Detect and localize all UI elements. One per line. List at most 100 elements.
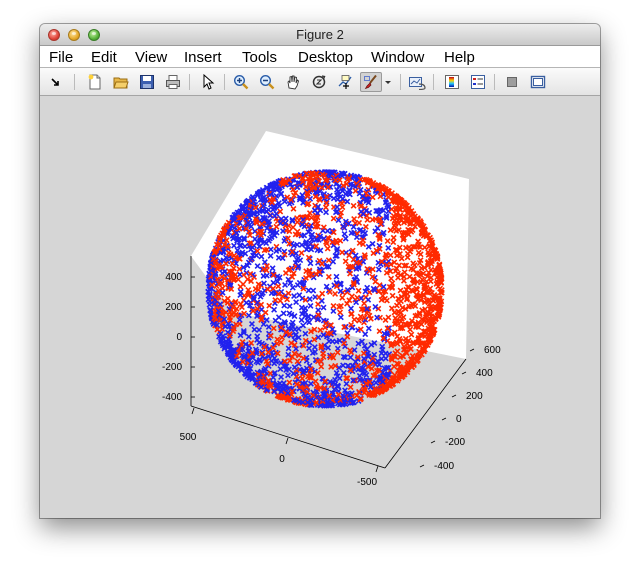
scatter-point-blue [323,198,330,205]
brush-button[interactable] [360,72,382,92]
data-cursor-button[interactable] [335,72,355,92]
scatter-point-red [224,243,231,250]
scatter-point-red [383,297,390,304]
dock-button[interactable] [46,72,66,92]
scatter-point-blue [350,223,357,230]
scatter-point-red [317,384,324,391]
zoom-in-button[interactable] [231,72,251,92]
scatter-point-blue [271,205,278,212]
scatter-point-blue [271,388,278,395]
scatter-point-red [328,363,335,370]
menu-file[interactable]: File [49,49,74,66]
y-tick-label-mark [430,440,436,444]
scatter-point-red [406,244,412,251]
save-figure-button[interactable] [137,72,157,92]
scatter-point-red [221,226,228,233]
scatter-point-blue [245,355,252,362]
pan-button[interactable] [283,72,303,92]
scatter-point-red [338,209,345,216]
scatter-point-red [217,264,224,271]
hide-plot-tools-button[interactable] [502,72,522,92]
scatter-point-red [388,331,395,337]
scatter-point-red [417,221,424,228]
scatter-point-blue [263,184,270,191]
scatter-point-red [345,263,352,270]
menu-insert[interactable]: Insert [184,49,222,66]
scatter-point-blue [313,236,320,243]
toolbar-separator [189,74,190,90]
scatter-point-blue [277,366,284,372]
scatter-point-blue [256,326,263,333]
scatter-point-blue [332,252,339,259]
scatter-point-blue [351,347,358,354]
figure-canvas[interactable]: 400 200 0 -200 -400 600 400 200 0 -200 -400 500 0 -50… [40,96,600,518]
open-file-button[interactable] [111,72,131,92]
minimize-window-button[interactable] [68,29,80,41]
toolbar-separator [494,74,495,90]
close-window-button[interactable] [48,29,60,41]
scatter-point-red [298,250,305,256]
scatter-point-red [406,208,413,215]
scatter-point-red [360,350,367,357]
scatter-point-blue [246,365,252,372]
scatter-point-red [267,370,274,377]
scatter-point-red [357,326,364,333]
scatter-point-red [253,219,260,226]
edit-plot-button[interactable] [198,72,218,92]
scatter-point-blue [307,380,314,387]
scatter-point-red [270,344,277,351]
zoom-out-button[interactable] [257,72,277,92]
scatter-point-red [383,262,390,269]
scatter-point-red [323,320,329,327]
scatter-point-blue [380,229,387,236]
scatter-point-blue [361,355,367,362]
scatter-point-red [376,236,383,243]
scatter-point-red [311,326,318,333]
scatter-point-red [302,296,309,303]
brush-dropdown-button[interactable] [383,72,393,92]
link-plot-button[interactable] [407,72,427,92]
scatter-point-blue [353,299,360,306]
menu-desktop[interactable]: Desktop [298,49,354,66]
scatter-point-red [324,245,331,252]
menu-window[interactable]: Window [371,49,425,66]
scatter-point-red [286,379,293,386]
scatter-point-red [417,297,424,304]
menu-tools[interactable]: Tools [242,49,278,66]
scatter-point-blue [337,281,344,288]
scatter-point-red [216,246,223,252]
print-figure-icon [166,75,180,89]
scatter-point-red [250,307,257,314]
scatter-point-blue [247,246,254,253]
scatter-point-blue [307,302,314,309]
print-figure-button[interactable] [163,72,183,92]
scatter-point-red [426,237,433,244]
scatter-point-red [236,225,243,232]
scatter-point-blue [261,238,268,245]
scatter-point-red [332,177,339,184]
menu-edit[interactable]: Edit [91,49,117,66]
scatter-point-red [352,187,359,194]
scatter-point-blue [386,325,393,332]
scatter-point-blue [320,304,327,311]
scatter-point-blue [285,372,291,379]
axes-3d[interactable]: 400 200 0 -200 -400 600 400 200 0 -200 -400 500 0 -50… [40,96,600,518]
title-bar[interactable]: Figure 2 [40,24,600,46]
scatter-point-red [325,257,332,264]
show-plot-tools-button[interactable] [528,72,548,92]
scatter-point-red [289,273,296,280]
scatter-point-blue [247,360,254,367]
menu-view[interactable]: View [135,49,168,66]
menu-help[interactable]: Help [444,49,475,66]
scatter-point-blue [261,217,268,223]
zoom-window-button[interactable] [88,29,100,41]
rotate-3d-button[interactable] [309,72,329,92]
scatter-point-blue [225,321,232,327]
scatter-point-red [220,232,227,239]
scatter-point-blue [320,331,327,338]
scatter-point-blue [364,284,371,291]
scatter-point-red [369,266,376,273]
insert-colorbar-button[interactable] [442,72,462,92]
new-figure-button[interactable] [85,72,105,92]
insert-legend-button[interactable] [468,72,488,92]
